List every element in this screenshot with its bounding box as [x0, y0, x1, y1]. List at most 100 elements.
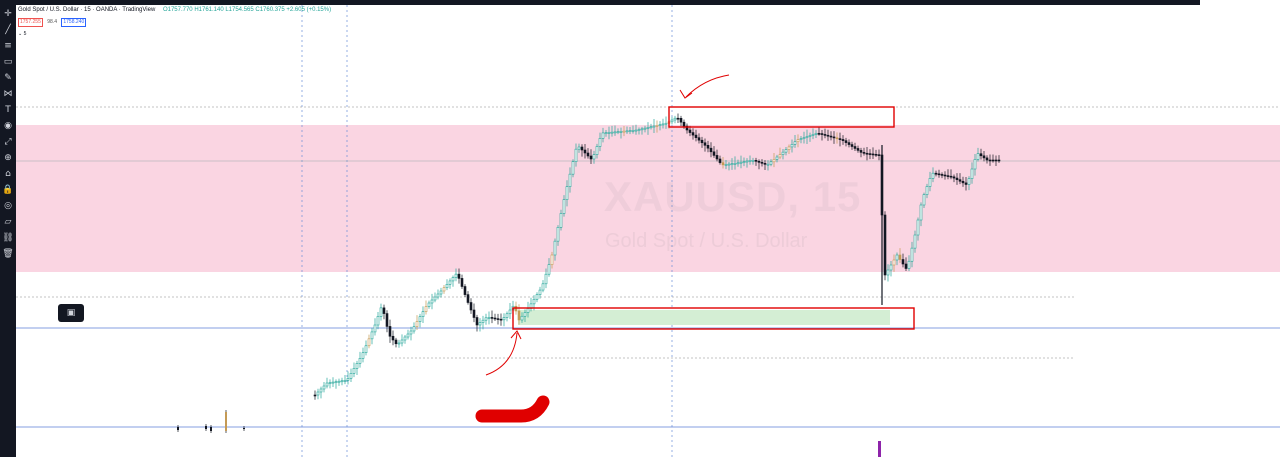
candle-body	[673, 117, 677, 121]
candle-body	[436, 293, 440, 298]
candle-body	[793, 141, 797, 145]
candle-body	[652, 125, 656, 128]
trendline-icon[interactable]: ╱	[5, 25, 11, 35]
candle-body	[796, 139, 800, 143]
candle-body	[889, 264, 893, 271]
fib-icon[interactable]: ≡	[4, 41, 12, 51]
candle-body	[517, 310, 521, 321]
lock-drawing-icon[interactable]: 🔒	[2, 185, 14, 195]
measure-icon[interactable]: ⤢	[4, 137, 12, 147]
candle-body	[415, 321, 419, 327]
candle-body	[433, 296, 437, 301]
collapse-chevron-icon[interactable]: ⌄	[18, 31, 23, 37]
candle-body	[994, 159, 998, 162]
candle-body	[985, 157, 989, 161]
candle-body	[520, 315, 524, 321]
candle-body	[925, 186, 929, 195]
candle-body	[616, 131, 620, 133]
candle-body	[832, 136, 836, 139]
candle-body	[697, 137, 701, 141]
candle-body	[730, 163, 734, 165]
sell-button[interactable]: 1757.255	[18, 18, 43, 27]
candle-body	[325, 382, 329, 387]
candle-body	[349, 373, 353, 379]
candle-body	[340, 380, 344, 383]
candle-body	[688, 129, 692, 133]
candle-body	[505, 313, 509, 318]
candle-body	[646, 127, 650, 129]
text-icon[interactable]: T	[5, 105, 11, 115]
layout-icon[interactable]: ▣	[58, 304, 84, 322]
candle-body	[952, 176, 956, 179]
drawing-toolbar: ✛ ╱ ≡ ▭ ✎ ⋈ T ◉ ⤢ ⊕ ⌂ 🔒 ◎ ▱ ⛓ 🗑	[0, 5, 16, 457]
candle-body	[379, 307, 383, 317]
candle-body	[538, 289, 542, 295]
candle-body	[811, 134, 815, 136]
interval-indicator[interactable]: ⌄ 5	[18, 31, 26, 37]
candle-body	[406, 333, 410, 338]
prediction-icon[interactable]: ◉	[4, 121, 12, 131]
candle-body	[961, 180, 965, 184]
candle-body	[403, 336, 407, 341]
crosshair-icon[interactable]: ✛	[4, 9, 12, 19]
candle-body	[397, 342, 401, 345]
chart-pane[interactable]: Gold Spot / U.S. Dollar · 15 · OANDA · T…	[16, 5, 1280, 457]
candle-body	[790, 144, 794, 148]
candle-body	[595, 146, 599, 155]
candle-body	[205, 426, 207, 429]
candle-body	[706, 145, 710, 149]
candle-body	[676, 117, 680, 120]
candle-body	[772, 159, 776, 163]
candle-body	[754, 160, 758, 162]
candle-body	[847, 142, 851, 145]
candle-body	[583, 149, 587, 154]
candle-body	[313, 394, 317, 397]
pattern-icon[interactable]: ⋈	[3, 89, 13, 99]
candle-body	[472, 309, 476, 318]
candle-body	[322, 385, 326, 390]
candle-body	[934, 172, 938, 175]
candle-body	[544, 273, 548, 285]
ruler-icon[interactable]: ▱	[4, 217, 12, 227]
eye-icon[interactable]: ◎	[4, 201, 12, 211]
candle-body	[694, 134, 698, 138]
rectangle-icon[interactable]: ▭	[3, 57, 13, 67]
candle-body	[874, 153, 878, 156]
chart-canvas[interactable]	[16, 5, 1280, 457]
candle-body	[337, 380, 341, 383]
candle-body	[610, 131, 614, 134]
link-icon[interactable]: ⛓	[2, 233, 14, 243]
candle-body	[376, 316, 380, 326]
annotation-arrow	[685, 74, 730, 98]
candle-body	[243, 428, 245, 429]
brush-icon[interactable]: ✎	[4, 73, 12, 83]
zoom-icon[interactable]: ⊕	[4, 153, 12, 163]
candle-body	[748, 160, 752, 162]
buy-button[interactable]: 1758.240	[61, 18, 87, 27]
candle-body	[799, 138, 803, 140]
candle-body	[703, 142, 707, 146]
candle-body	[481, 319, 485, 323]
symbol-title[interactable]: Gold Spot / U.S. Dollar · 15 · OANDA · T…	[18, 7, 156, 13]
candle-body	[871, 153, 875, 156]
ohlc-values: O1757.770 H1761.140 L1754.565 C1760.375 …	[162, 7, 332, 13]
candle-body	[769, 161, 773, 165]
candle-body	[940, 174, 944, 176]
candle-body	[868, 153, 872, 155]
candle-body	[556, 227, 560, 242]
candle-body	[550, 254, 554, 265]
brush-stroke	[475, 395, 550, 423]
candle-body	[466, 294, 470, 303]
magnet-icon[interactable]: ⌂	[5, 169, 11, 179]
candle-body	[613, 131, 617, 134]
candle-body	[177, 427, 179, 430]
candle-body	[865, 152, 869, 155]
candle-body	[751, 160, 755, 162]
trash-icon[interactable]: 🗑	[2, 249, 14, 259]
candle-body	[607, 132, 611, 134]
candle-body	[469, 302, 473, 311]
candle-body	[922, 194, 926, 206]
candle-body	[856, 148, 860, 151]
candle-body	[562, 199, 566, 214]
